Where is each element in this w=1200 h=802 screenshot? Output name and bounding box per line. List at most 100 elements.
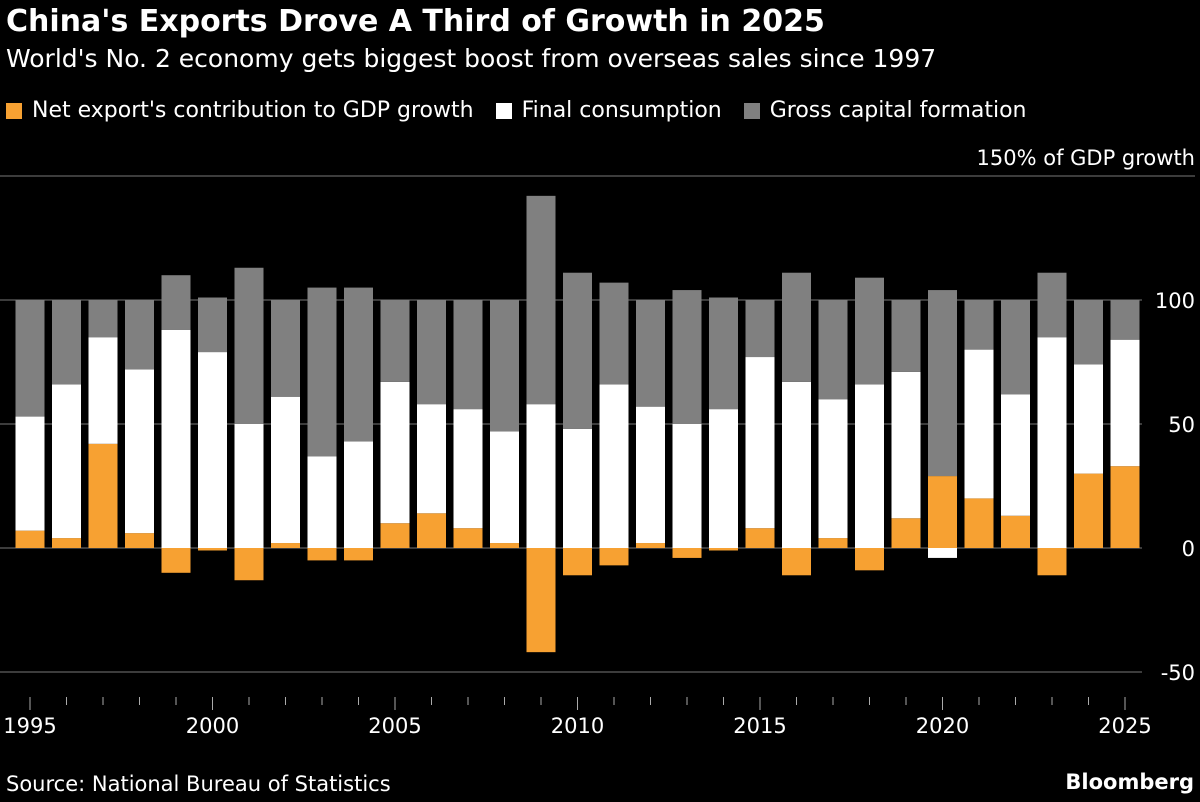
- bar-2010: [563, 428, 592, 548]
- x-tick-label: 2010: [551, 714, 604, 738]
- bar-2008: [490, 300, 519, 432]
- bar-1998: [125, 533, 154, 548]
- bar-2018: [855, 548, 884, 571]
- legend-item-net-export: Net export's contribution to GDP growth: [6, 98, 474, 123]
- source-note: Source: National Bureau of Statistics: [6, 772, 391, 796]
- bar-2020: [928, 476, 957, 548]
- bar-2019: [891, 300, 921, 372]
- legend-swatch: [495, 102, 512, 119]
- bar-2000: [198, 548, 227, 551]
- bar-2005: [380, 300, 410, 382]
- bar-2008: [490, 543, 519, 548]
- bar-2020: [928, 548, 957, 558]
- y-tick-label: 100: [1155, 289, 1195, 313]
- bar-2009: [526, 548, 556, 653]
- bar-2014: [709, 548, 738, 551]
- legend-swatch: [6, 102, 22, 119]
- bar-2023: [1037, 272, 1067, 338]
- chart-title: China's Exports Drove A Third of Growth …: [6, 4, 825, 39]
- bar-2014: [709, 297, 738, 410]
- bar-2009: [526, 404, 556, 548]
- legend-item-capital: Gross capital formation: [743, 98, 1027, 123]
- bar-2012: [636, 543, 665, 548]
- bar-2025: [1110, 466, 1140, 548]
- legend: Net export's contribution to GDP growth …: [6, 98, 1027, 123]
- bar-2011: [599, 548, 629, 566]
- bar-2024: [1074, 300, 1103, 365]
- bar-2012: [636, 406, 665, 544]
- y-axis-label: 150% of GDP growth: [977, 146, 1195, 170]
- bar-2021: [964, 349, 994, 499]
- bar-1995: [15, 300, 45, 417]
- bar-1997: [88, 300, 118, 338]
- bar-2002: [271, 543, 300, 548]
- bar-2023: [1037, 548, 1067, 576]
- bar-2022: [1001, 515, 1030, 548]
- bar-2002: [271, 396, 300, 544]
- bar-2004: [344, 287, 373, 442]
- bar-2000: [198, 297, 227, 353]
- bar-2013: [672, 548, 702, 558]
- bar-2012: [636, 300, 665, 407]
- bar-2005: [380, 523, 410, 548]
- bar-2025: [1110, 339, 1140, 467]
- x-tick-label: 2015: [733, 714, 786, 738]
- bar-2015: [745, 357, 775, 529]
- bar-2019: [891, 518, 921, 548]
- bar-2007: [453, 409, 483, 529]
- bar-2013: [672, 290, 702, 424]
- bloomberg-logo: Bloomberg: [1065, 770, 1194, 794]
- bar-2010: [563, 548, 592, 576]
- bar-1999: [161, 548, 191, 573]
- x-tick-label: 2025: [1098, 714, 1151, 738]
- bar-2003: [307, 287, 337, 457]
- bar-2003: [307, 548, 337, 561]
- bar-2023: [1037, 337, 1067, 548]
- bar-2022: [1001, 394, 1030, 516]
- bar-2000: [198, 352, 227, 548]
- bar-2004: [344, 441, 373, 548]
- bar-1997: [88, 443, 118, 548]
- bar-2011: [599, 282, 629, 385]
- bar-2016: [782, 548, 811, 576]
- bar-2005: [380, 381, 410, 524]
- bar-1996: [52, 300, 81, 385]
- x-tick-label: 1995: [3, 714, 56, 738]
- bar-1998: [125, 369, 154, 534]
- bar-2007: [453, 300, 483, 410]
- bar-1999: [161, 275, 191, 330]
- bar-2021: [964, 498, 994, 548]
- bar-1998: [125, 300, 154, 370]
- legend-label: Gross capital formation: [769, 98, 1027, 123]
- y-tick-label: 0: [1182, 537, 1195, 561]
- bar-1995: [15, 530, 45, 548]
- bar-2001: [234, 267, 264, 424]
- bar-2006: [417, 404, 446, 514]
- bar-2024: [1074, 364, 1103, 474]
- bar-1995: [15, 416, 45, 531]
- bar-2009: [526, 195, 556, 405]
- x-tick-label: 2000: [186, 714, 239, 738]
- bar-2001: [234, 548, 264, 581]
- bar-2010: [563, 272, 592, 429]
- bar-2017: [818, 300, 848, 400]
- bar-2008: [490, 431, 519, 544]
- bar-2002: [271, 300, 300, 397]
- bar-2025: [1110, 300, 1140, 340]
- bar-2013: [672, 424, 702, 548]
- bar-1999: [161, 329, 191, 548]
- bar-2018: [855, 277, 884, 385]
- legend-item-consumption: Final consumption: [495, 98, 722, 123]
- x-tick-label: 2020: [916, 714, 969, 738]
- bar-2019: [891, 371, 921, 519]
- bar-2021: [964, 300, 994, 350]
- bar-2004: [344, 548, 373, 561]
- bar-2007: [453, 528, 483, 548]
- bar-2017: [818, 399, 848, 539]
- x-tick-label: 2005: [368, 714, 421, 738]
- bar-2018: [855, 384, 884, 548]
- legend-swatch: [743, 102, 760, 119]
- bar-2015: [745, 300, 775, 358]
- y-tick-label: 50: [1168, 413, 1195, 437]
